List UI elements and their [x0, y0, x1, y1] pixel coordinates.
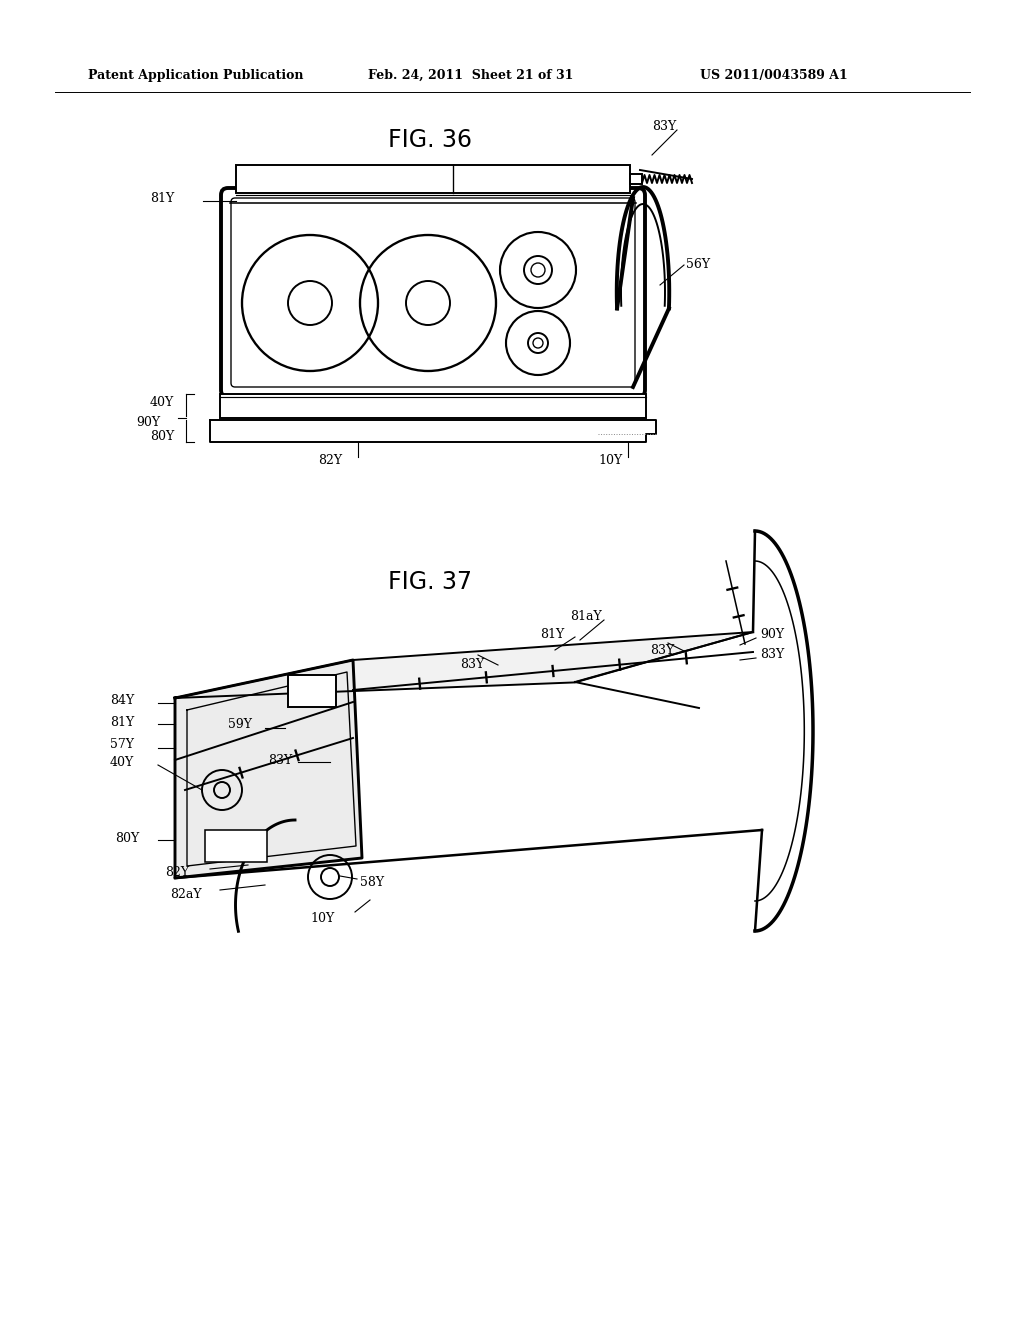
Text: 58Y: 58Y: [360, 875, 384, 888]
Text: 81Y: 81Y: [110, 715, 134, 729]
Text: 83Y: 83Y: [268, 754, 292, 767]
Text: 40Y: 40Y: [110, 755, 134, 768]
Text: 80Y: 80Y: [150, 430, 174, 444]
Bar: [236, 165, 630, 193]
Text: Patent Application Publication: Patent Application Publication: [88, 69, 303, 82]
Text: 83Y: 83Y: [760, 648, 784, 661]
Text: 40Y: 40Y: [150, 396, 174, 408]
FancyBboxPatch shape: [221, 187, 645, 397]
Text: 59Y: 59Y: [228, 718, 252, 731]
Text: 81Y: 81Y: [540, 628, 564, 642]
Text: 10Y: 10Y: [598, 454, 623, 466]
Text: 80Y: 80Y: [115, 832, 139, 845]
Text: 81Y: 81Y: [150, 193, 174, 206]
Polygon shape: [175, 632, 753, 698]
Text: 82aY: 82aY: [170, 888, 202, 902]
Text: 83Y: 83Y: [460, 659, 484, 672]
Text: 90Y: 90Y: [760, 628, 784, 642]
Text: 82Y: 82Y: [165, 866, 189, 879]
Text: FIG. 36: FIG. 36: [388, 128, 472, 152]
Bar: [205, 830, 267, 862]
Text: 83Y: 83Y: [652, 120, 676, 133]
Bar: [630, 174, 642, 183]
Bar: [220, 393, 646, 418]
Text: 57Y: 57Y: [110, 738, 134, 751]
Text: 10Y: 10Y: [310, 912, 334, 924]
Text: 56Y: 56Y: [686, 259, 710, 272]
Bar: [288, 675, 336, 708]
Text: FIG. 37: FIG. 37: [388, 570, 472, 594]
Text: 90Y: 90Y: [136, 416, 160, 429]
Text: US 2011/0043589 A1: US 2011/0043589 A1: [700, 69, 848, 82]
Text: 81aY: 81aY: [570, 610, 602, 623]
Text: 83Y: 83Y: [650, 644, 674, 656]
Text: Feb. 24, 2011  Sheet 21 of 31: Feb. 24, 2011 Sheet 21 of 31: [368, 69, 573, 82]
Polygon shape: [175, 660, 362, 878]
Text: 84Y: 84Y: [110, 693, 134, 706]
Text: 82Y: 82Y: [318, 454, 342, 466]
Polygon shape: [753, 531, 813, 931]
